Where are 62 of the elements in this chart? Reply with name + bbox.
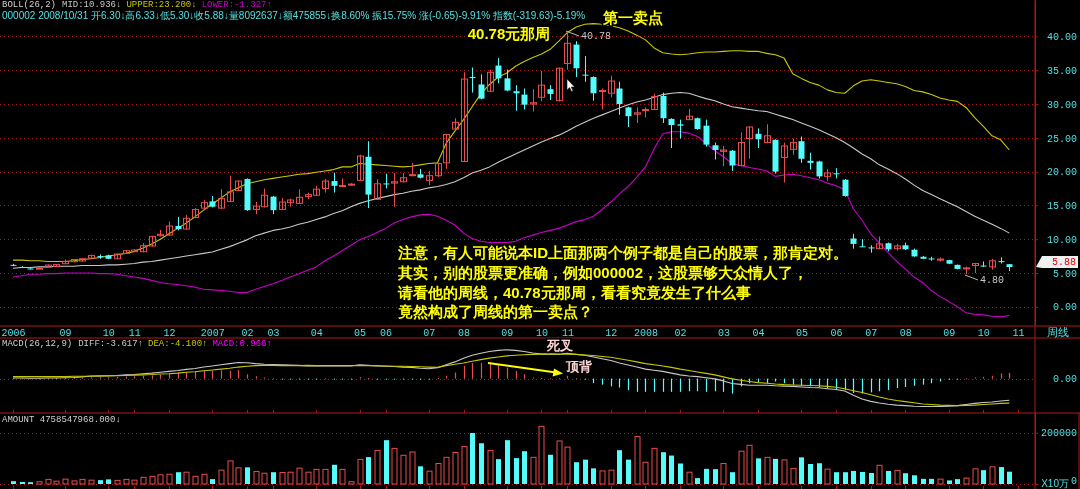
x-tick-label: 10: [535, 328, 548, 339]
text: LOWER:-1.327↑: [201, 0, 272, 10]
x-tick-label: 2008: [633, 328, 658, 339]
annotation: 请看他的周线，40.78元那周，看看究竟发生了什么事: [397, 283, 751, 301]
chart-title: AMOUNT 4758547968.000↓: [2, 415, 121, 425]
x-tick-label: 09: [943, 328, 956, 339]
x-tick-label: 11: [561, 328, 574, 339]
x-tick-label: 02: [674, 328, 687, 339]
x-tick-label: 04: [752, 328, 765, 339]
x-tick-label: 2006: [1, 328, 26, 339]
x-tick-label: 04: [310, 328, 323, 339]
annotation: 竟然构成了周线的第一卖点？: [397, 302, 593, 320]
y-tick-label: 0: [1070, 476, 1077, 487]
x-tick-label: 08: [899, 328, 912, 339]
y-tick-label: 30.00: [1046, 99, 1077, 111]
annotation: 其实，别的股票更准确，例如000002，这股票够大众情人了，: [397, 263, 809, 281]
x-tick-label: 05: [795, 328, 808, 339]
y-tick-label: 25.00: [1046, 133, 1077, 145]
text: DIFF:-3.617↑: [78, 339, 144, 349]
y-tick-label: 15.00: [1046, 201, 1077, 213]
annotation: 注意，有人可能说本ID上面那两个例子都是自己的股票，那肯定对。: [397, 243, 848, 261]
chart-title: MACD(26,12,9): [2, 339, 73, 349]
annotation: 顶背: [565, 358, 593, 374]
text: UPPER:23.200↓: [126, 0, 197, 10]
y-tick-label: 20.00: [1046, 167, 1077, 179]
x-tick-label: 02: [241, 328, 254, 339]
x-tick-label: 10: [102, 328, 115, 339]
y-tick-label: 200000: [1040, 428, 1077, 440]
annotation: 第一卖点: [602, 8, 663, 26]
y-tick-label: 0.00: [1052, 302, 1077, 314]
annotation: 40.78元那周: [467, 24, 551, 42]
x-tick-label: 06: [830, 328, 843, 339]
x-tick-label: 09: [59, 328, 72, 339]
text: DEA:-4.100↑: [148, 339, 208, 349]
y-tick-label: 35.00: [1046, 65, 1077, 77]
x-tick-label: 12: [163, 328, 176, 339]
x-tick-label: 03: [267, 328, 280, 339]
text: 000002 2008/10/31 开6.30↓高6.33↓低5.30↓收5.88↓量8092637↓额475855↓换8.60% 振15.75% 涨(-0.65)-9.91% 指数(-319.63)-5.19%: [2, 9, 586, 21]
x-tick-label: 07: [865, 328, 878, 339]
x-tick-label: 11: [128, 328, 141, 339]
x-axis-title: 周线: [1046, 326, 1069, 338]
x-tick-label: 08: [458, 328, 471, 339]
text: MID:10.936↓: [62, 0, 122, 10]
x-tick-label: 07: [423, 328, 436, 339]
text: MACD:0.966↑: [212, 339, 272, 349]
y-tick-label: 10.00: [1046, 234, 1077, 246]
x-tick-label: 03: [717, 328, 730, 339]
x-tick-label: 10: [977, 328, 990, 339]
chart-title: BOLL(26,2): [2, 0, 57, 10]
y-axis-title: X10万: [1041, 477, 1069, 489]
text: 5.88: [1051, 256, 1076, 268]
x-tick-label: 06: [380, 328, 393, 339]
annotation: 死叉: [546, 337, 573, 353]
x-tick-label: 09: [501, 328, 514, 339]
x-tick-label: 05: [354, 328, 367, 339]
annotation: 40.78: [581, 30, 612, 42]
x-tick-label: 11: [1012, 328, 1025, 339]
annotation: 4.80: [980, 274, 1005, 286]
y-tick-label: 40.00: [1046, 32, 1077, 44]
y-tick-label: 5.00: [1052, 268, 1077, 280]
x-tick-label: 2007: [200, 328, 225, 339]
x-tick-label: 12: [605, 328, 618, 339]
